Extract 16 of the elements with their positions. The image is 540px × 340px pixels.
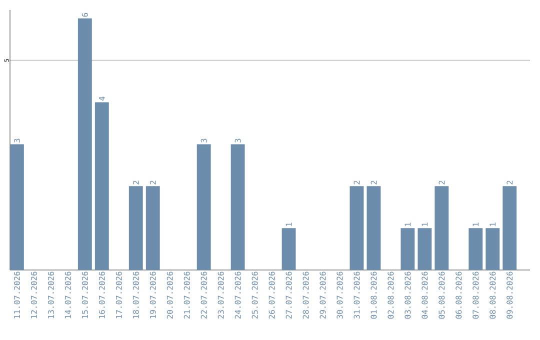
bar bbox=[78, 18, 92, 270]
bar bbox=[366, 186, 381, 270]
bar bbox=[10, 144, 24, 270]
bar bbox=[196, 144, 211, 270]
bar bbox=[418, 228, 432, 270]
bar bbox=[230, 144, 245, 270]
bar bbox=[128, 186, 143, 270]
bar bbox=[146, 186, 160, 270]
bar bbox=[502, 186, 517, 270]
bar bbox=[468, 228, 483, 270]
bar bbox=[486, 228, 500, 270]
bar bbox=[400, 228, 415, 270]
bar bbox=[94, 102, 109, 270]
bar bbox=[434, 186, 449, 270]
bar bbox=[350, 186, 364, 270]
bar bbox=[282, 228, 296, 270]
